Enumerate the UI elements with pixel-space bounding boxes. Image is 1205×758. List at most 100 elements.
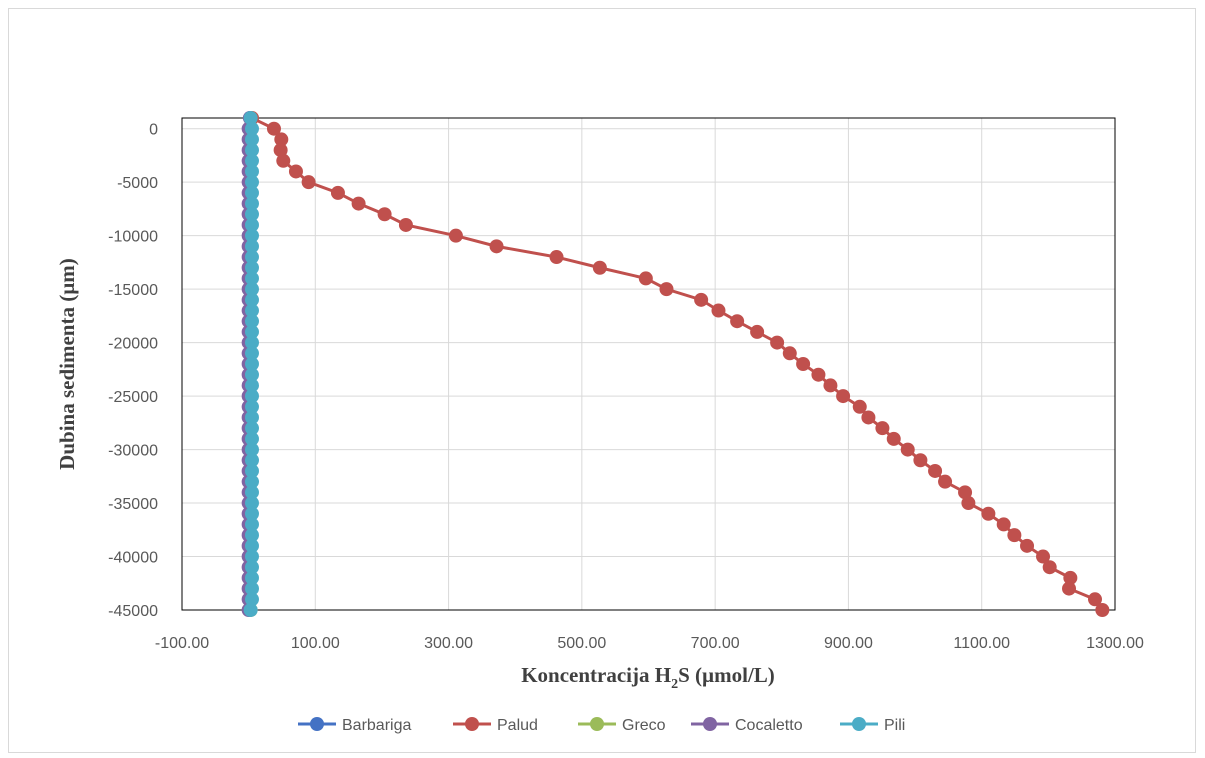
legend-swatch-marker	[590, 717, 604, 731]
data-point	[886, 431, 901, 446]
data-point	[244, 410, 259, 425]
y-tick-label: 0	[149, 122, 158, 139]
data-point	[823, 378, 838, 393]
y-tick-label: -30000	[108, 443, 158, 460]
data-point	[244, 175, 259, 190]
y-tick-label: -35000	[108, 496, 158, 513]
data-point	[244, 303, 259, 318]
data-point	[1063, 570, 1078, 585]
data-point	[996, 517, 1011, 532]
legend-swatch-marker	[310, 717, 324, 731]
data-point	[244, 239, 259, 254]
data-point	[244, 496, 259, 511]
data-point	[913, 453, 928, 468]
data-point	[549, 250, 564, 265]
data-point	[244, 463, 259, 478]
legend-item-cocaletto: Cocaletto	[691, 717, 803, 734]
data-point	[244, 431, 259, 446]
x-tick-label: 300.00	[424, 635, 473, 652]
data-point	[244, 570, 259, 585]
data-point	[276, 153, 291, 168]
data-point	[398, 217, 413, 232]
data-point	[244, 207, 259, 222]
x-tick-label: 900.00	[824, 635, 873, 652]
data-point	[244, 185, 259, 200]
data-point	[958, 485, 973, 500]
legend: Barbariga Palud Greco Cocaletto Pili	[298, 717, 905, 734]
data-point	[244, 228, 259, 243]
legend-item-greco: Greco	[578, 717, 666, 734]
x-axis-title-subscript: 2	[671, 677, 678, 692]
data-point	[900, 442, 915, 457]
legend-item-palud: Palud	[453, 717, 538, 734]
data-point	[288, 164, 303, 179]
data-point	[244, 271, 259, 286]
data-point	[244, 292, 259, 307]
data-point	[273, 143, 288, 158]
data-point	[244, 560, 259, 575]
data-point	[796, 357, 811, 371]
data-point	[730, 314, 745, 329]
x-tick-label: 500.00	[557, 635, 606, 652]
data-point	[750, 324, 765, 339]
x-axis-tick-labels: -100.00 100.00 300.00 500.00 700.00 900.00 110…	[155, 635, 1144, 652]
data-point	[244, 389, 259, 404]
data-point	[244, 378, 259, 393]
data-point	[875, 421, 890, 436]
data-point	[244, 143, 259, 158]
data-point	[244, 485, 259, 500]
data-point	[694, 292, 709, 307]
legend-label: Barbariga	[342, 717, 411, 734]
data-point	[244, 314, 259, 329]
data-point	[811, 367, 826, 382]
data-point	[244, 474, 259, 489]
y-axis-title: Dubina sedimenta (µm)	[55, 258, 79, 470]
data-point	[770, 335, 785, 350]
data-point	[244, 517, 259, 532]
y-tick-label: -45000	[108, 603, 158, 620]
y-tick-label: -10000	[108, 229, 158, 246]
data-point	[1007, 528, 1022, 543]
data-point	[244, 367, 259, 382]
data-point	[274, 132, 289, 147]
x-tick-label: 1100.00	[953, 635, 1010, 652]
data-point	[244, 528, 259, 543]
x-axis-title-main: Koncentracija H	[521, 663, 671, 687]
y-tick-label: -15000	[108, 282, 158, 299]
data-point	[266, 121, 281, 136]
data-point	[711, 303, 726, 318]
data-point	[836, 389, 851, 404]
data-point	[377, 207, 392, 222]
y-tick-label: -20000	[108, 336, 158, 353]
legend-item-barbariga: Barbariga	[298, 717, 411, 734]
data-point	[244, 581, 259, 596]
plot-area-border	[181, 117, 1116, 611]
data-point	[981, 506, 996, 521]
y-tick-label: -25000	[108, 389, 158, 406]
data-point	[244, 335, 259, 350]
data-point	[244, 217, 259, 232]
x-tick-label: 700.00	[691, 635, 740, 652]
legend-item-pili: Pili	[840, 717, 905, 734]
data-point	[244, 346, 259, 361]
data-point	[330, 185, 345, 200]
legend-swatch-marker	[852, 717, 866, 731]
data-point	[659, 282, 674, 297]
data-point	[244, 250, 259, 265]
data-point	[928, 463, 943, 478]
legend-swatch-marker	[465, 717, 479, 731]
data-point	[244, 357, 259, 371]
data-point	[244, 453, 259, 468]
y-axis-tick-labels: 0 -5000 -10000 -15000 -20000 -25000 -30000 -350…	[108, 122, 158, 620]
data-point	[1020, 538, 1035, 553]
data-point	[1036, 549, 1051, 564]
data-point	[244, 260, 259, 275]
data-point	[244, 592, 259, 607]
data-point	[1095, 603, 1110, 617]
data-point	[351, 196, 366, 211]
data-point	[852, 399, 867, 414]
legend-label: Pili	[884, 717, 905, 734]
data-point	[244, 506, 259, 521]
legend-swatch-marker	[703, 717, 717, 731]
